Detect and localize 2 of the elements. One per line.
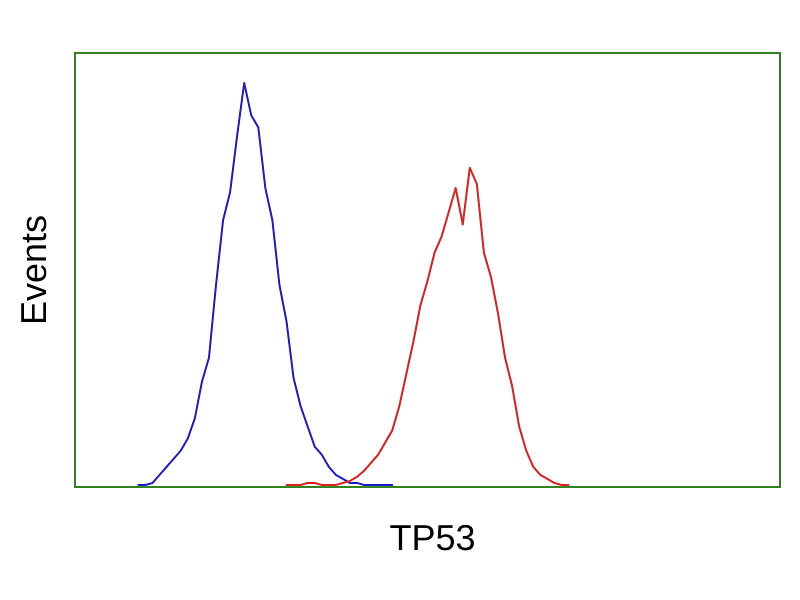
y-axis-title: Events (13, 214, 54, 326)
x-axis-title: TP53 (389, 517, 476, 558)
